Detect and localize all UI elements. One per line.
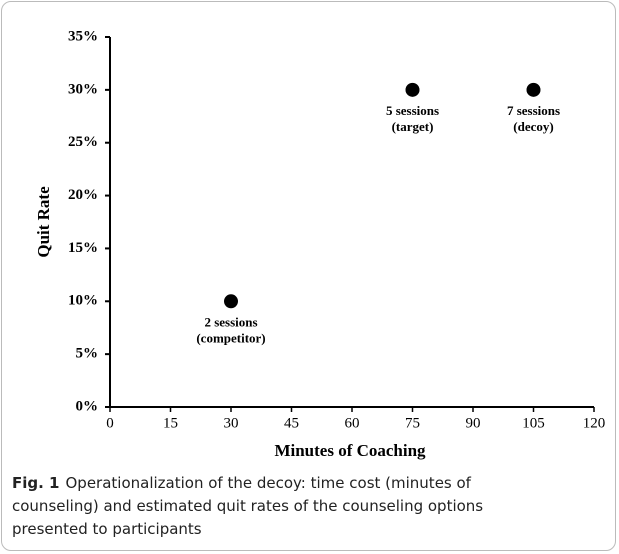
- y-tick-label: 35%: [68, 28, 98, 44]
- point-label: 2 sessions: [204, 314, 257, 329]
- point-label: 5 sessions: [386, 103, 439, 118]
- x-tick-label: 75: [405, 415, 420, 431]
- y-tick-label: 30%: [68, 81, 98, 97]
- caption-label: Fig. 1: [12, 474, 60, 492]
- point: [224, 294, 238, 309]
- chart: Quit Rate Minutes of Coaching 0% 5% 10% 15%…: [34, 28, 606, 460]
- x-tick-label: 120: [583, 415, 606, 431]
- y-axis-label: Quit Rate: [34, 186, 53, 258]
- point-label: 7 sessions: [507, 103, 560, 118]
- y-tick-label: 10%: [68, 293, 98, 309]
- x-axis-label: Minutes of Coaching: [274, 441, 426, 460]
- y-tick-label: 25%: [68, 134, 98, 150]
- caption: Fig. 1 Operationalization of the decoy: t…: [12, 472, 560, 541]
- x-tick-label: 15: [163, 415, 178, 431]
- x-tick-label: 0: [106, 415, 114, 431]
- point-label: (competitor): [196, 330, 265, 345]
- y-tick-label: 0%: [76, 398, 99, 414]
- y-tick-label: 20%: [68, 187, 98, 203]
- point-label: (target): [392, 119, 434, 134]
- x-tick-label: 105: [522, 415, 545, 431]
- point: [405, 82, 420, 97]
- caption-text: Operationalization of the decoy: time co…: [12, 474, 484, 538]
- x-tick-label: 45: [284, 415, 299, 431]
- x-tick-label: 30: [224, 415, 239, 431]
- y-tick-label: 5%: [76, 346, 99, 362]
- x-tick-label: 90: [466, 415, 481, 431]
- y-tick-label: 15%: [68, 240, 98, 256]
- point-label: (decoy): [513, 119, 553, 134]
- point: [526, 82, 541, 97]
- x-tick-label: 60: [345, 415, 360, 431]
